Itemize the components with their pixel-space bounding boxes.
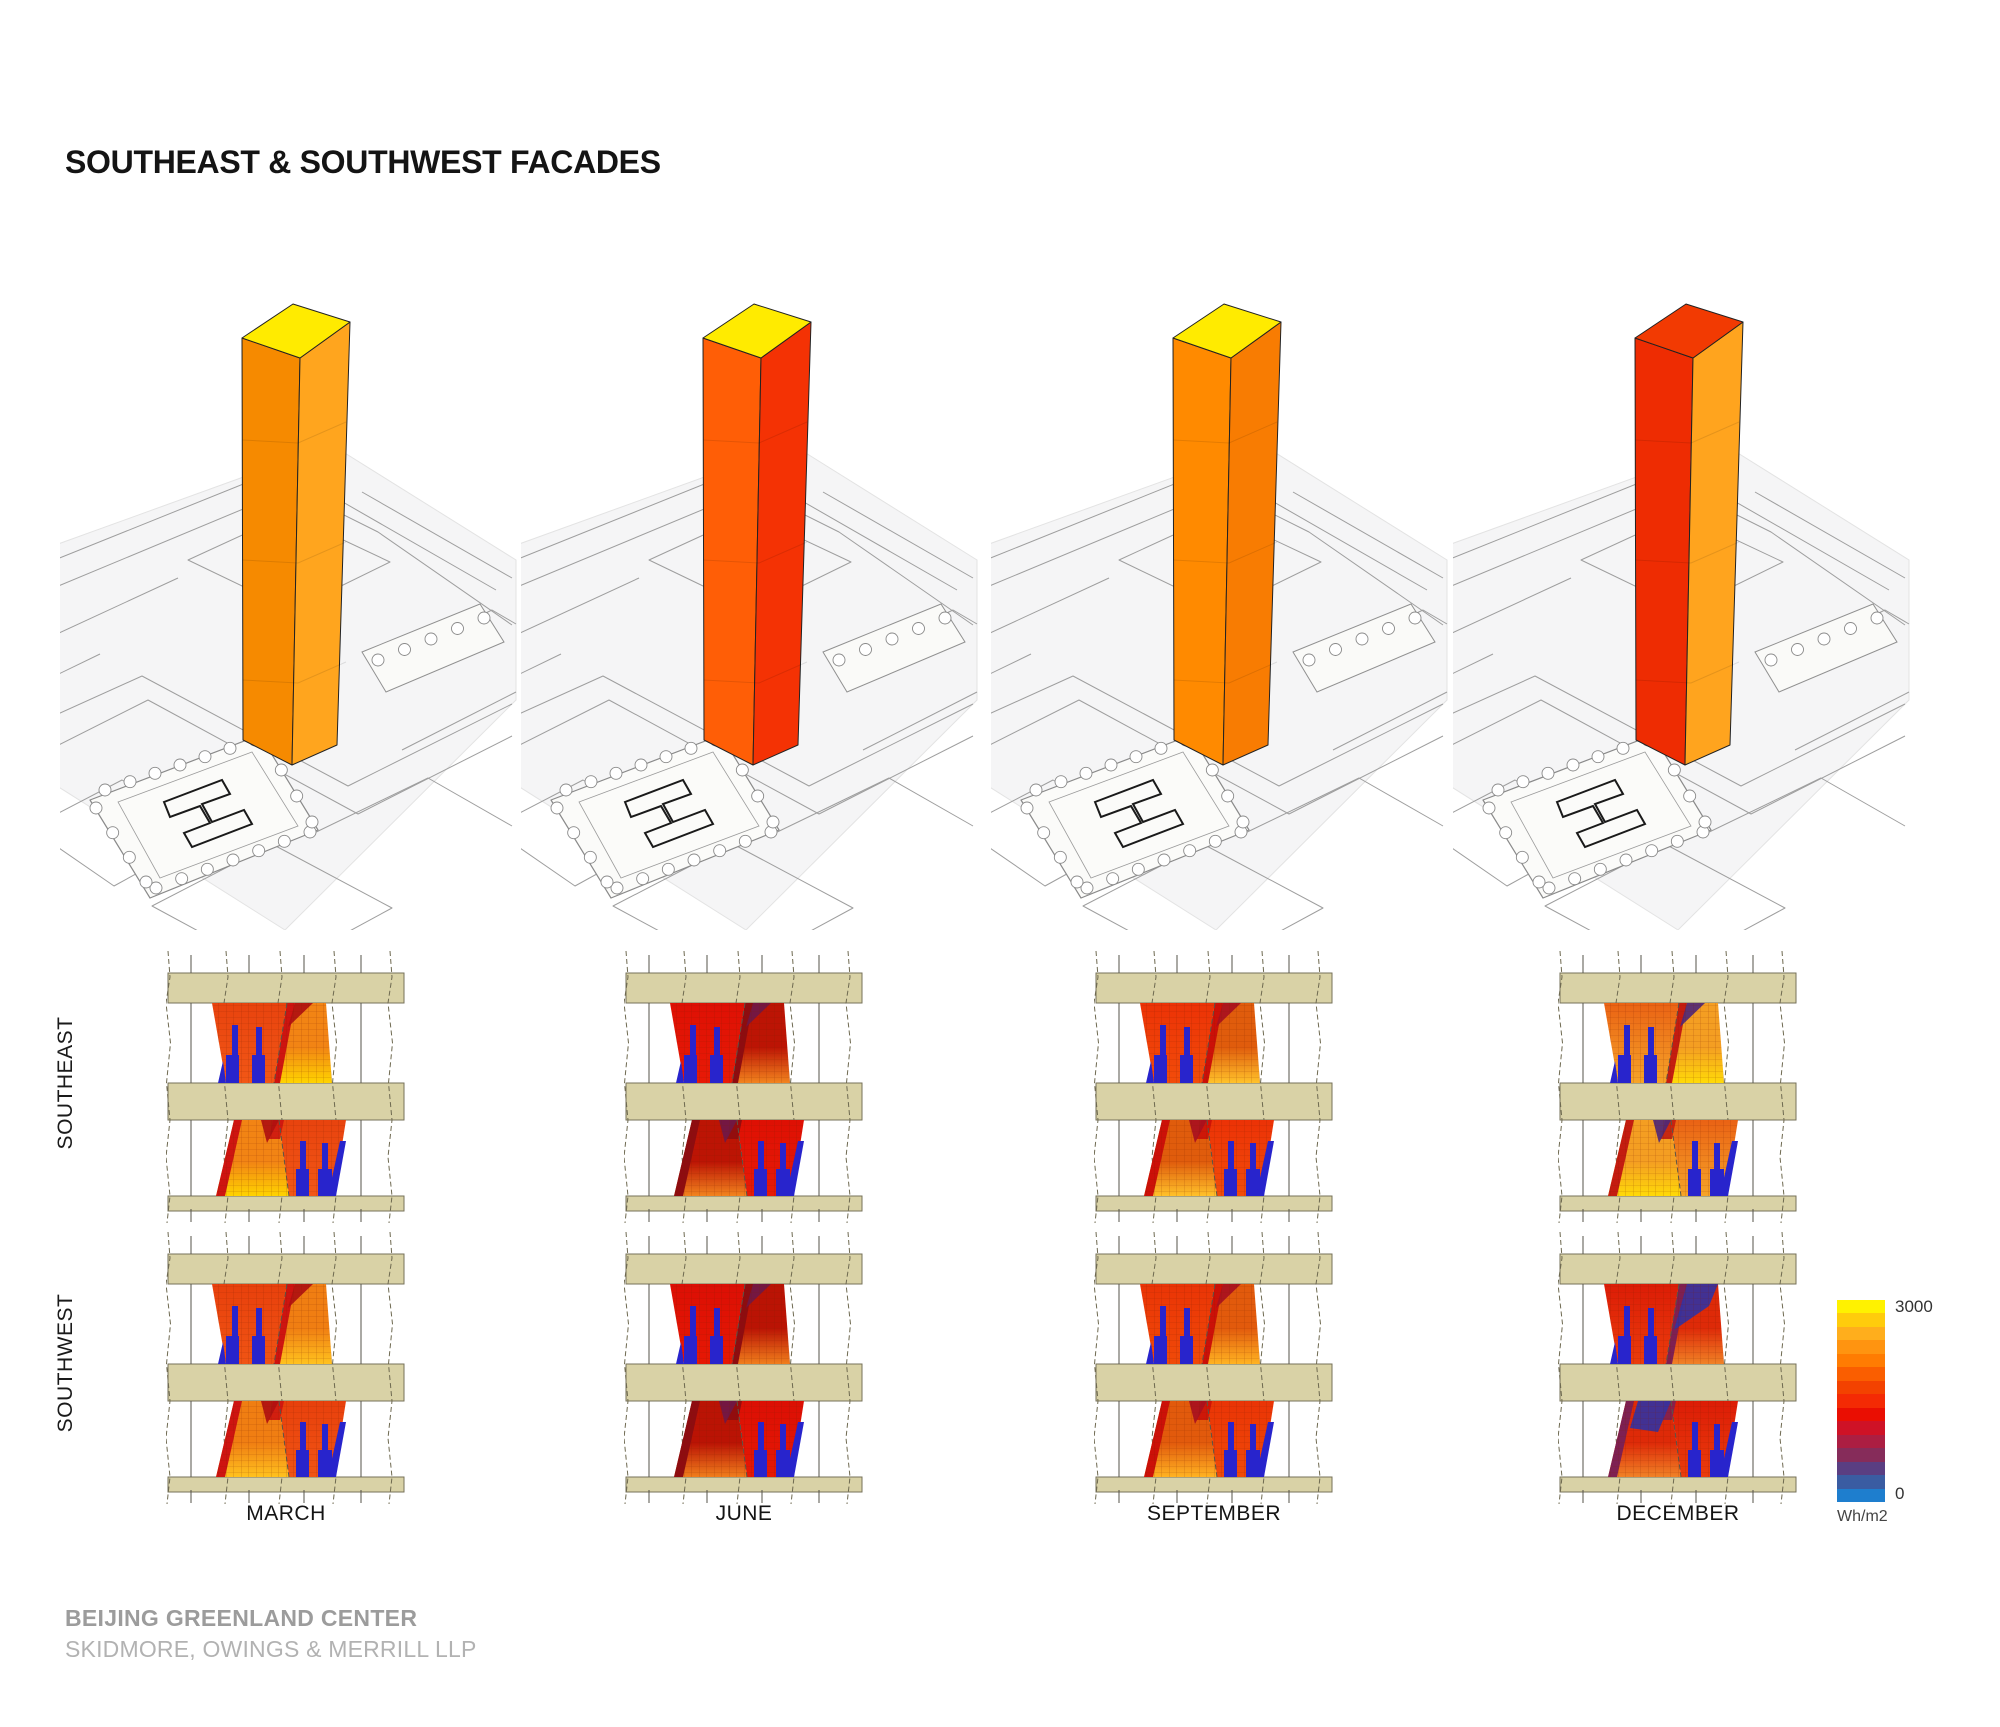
legend-color-band [1837,1340,1885,1354]
legend-min-label: 0 [1895,1484,1905,1503]
legend-color-band [1837,1380,1885,1395]
facade-heatmap-southeast-june [624,951,863,1223]
legend-color-band [1837,1475,1885,1489]
legend-unit-label: Wh/m2 [1837,1508,1888,1525]
legend-color-band [1837,1434,1885,1449]
legend-color-band [1837,1448,1885,1462]
legend-colorbar [1837,1300,1885,1503]
facade-heatmap-southwest-december [1558,1232,1797,1504]
facade-heatmap-southwest-march [166,1232,405,1504]
footer: BEIJING GREENLAND CENTER SKIDMORE, OWING… [65,1605,477,1663]
month-label-june: JUNE [715,1502,773,1525]
legend-color-band [1837,1300,1885,1314]
facade-heatmap-southeast-september [1094,951,1333,1223]
legend-color-band [1837,1421,1885,1435]
footer-firm-name: SKIDMORE, OWINGS & MERRILL LLP [65,1636,477,1662]
facade-heatmap-southeast-march [166,951,405,1223]
row-label-southwest: SOUTHWEST [54,1293,77,1433]
legend: 3000 0 Wh/m2 [1837,1297,1933,1525]
facade-heatmap-southeast-december [1558,951,1797,1223]
row-label-southeast: SOUTHEAST [54,1016,77,1150]
facade-heatmap-southwest-june [624,1232,863,1504]
legend-color-band [1837,1367,1885,1381]
legend-max-label: 3000 [1895,1297,1933,1316]
page-title: SOUTHEAST & SOUTHWEST FACADES [65,144,661,180]
legend-color-band [1837,1407,1885,1422]
month-label-march: MARCH [246,1502,326,1525]
legend-color-band [1837,1461,1885,1476]
tower-isometric-september [991,303,1448,930]
footer-project-name: BEIJING GREENLAND CENTER [65,1605,418,1631]
legend-color-band [1837,1313,1885,1327]
legend-color-band [1837,1353,1885,1368]
tower-isometric-june [521,303,978,930]
month-label-december: DECEMBER [1616,1502,1740,1525]
facade-heatmap-southwest-september [1094,1232,1333,1504]
tower-isometric-march [60,303,517,930]
legend-color-band [1837,1394,1885,1408]
month-label-september: SEPTEMBER [1146,1502,1282,1525]
legend-color-band [1837,1326,1885,1341]
tower-isometric-december [1453,303,1910,930]
legend-color-band [1837,1488,1885,1503]
